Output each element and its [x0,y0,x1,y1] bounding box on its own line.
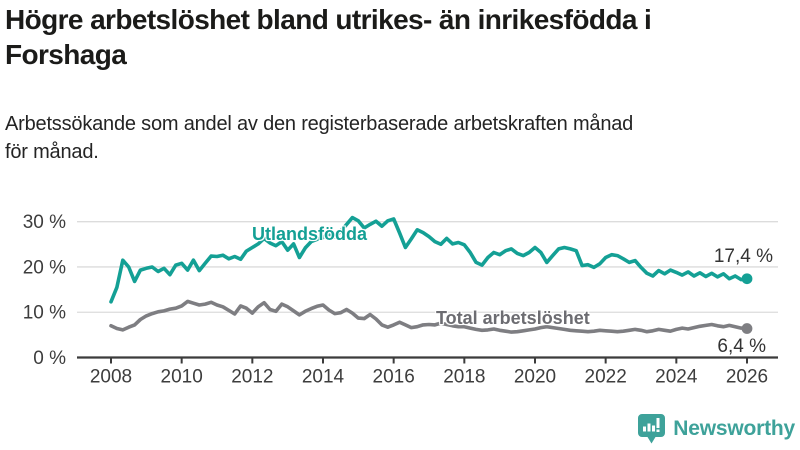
x-tick-label: 2018 [443,367,485,388]
y-tick-label: 30 % [23,212,66,233]
y-tick-label: 20 % [23,257,66,278]
y-tick-label: 0 % [33,348,66,369]
x-tick-label: 2012 [231,367,273,388]
x-tick-label: 2022 [585,367,627,388]
x-tick-label: 2026 [726,367,768,388]
x-tick-label: 2010 [161,367,203,388]
x-tick-label: 2008 [90,367,132,388]
series-line-total [109,299,749,334]
page-title-line2: Forshaga [5,39,127,70]
series-end-dot-utlandsfodda [741,273,753,285]
page-title-line1: Högre arbetslöshet bland utrikes- än inr… [5,4,652,35]
newsworthy-logo-text: Newsworthy [673,417,795,440]
newsworthy-logo: Newsworthy [638,413,795,445]
series-line-utlandsfodda [109,215,749,304]
end-value-total: 6,4 % [717,336,766,357]
x-tick-label: 2016 [373,367,415,388]
chart-subtitle-line1: Arbetssökande som andel av den registerb… [5,113,634,135]
x-tick-label: 2020 [514,367,556,388]
series-label-total-arbetsloshet: Total arbetslöshet [436,308,590,328]
series-end-dot-total [741,323,753,334]
series-label-utlandsfodda: Utlandsfödda [252,224,367,244]
page-title: Högre arbetslöshet bland utrikes- än inr… [5,2,785,72]
x-tick-label: 2024 [655,367,698,388]
newsworthy-logo-icon [638,414,666,444]
x-tick-label: 2014 [302,367,345,388]
end-value-utlandsfodda: 17,4 % [713,246,773,267]
chart-subtitle-line2: för månad. [5,141,99,163]
y-tick-label: 10 % [23,303,66,324]
chart-subtitle: Arbetssökande som andel av den registerb… [5,110,795,166]
